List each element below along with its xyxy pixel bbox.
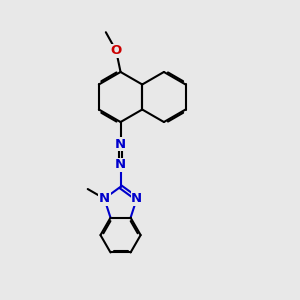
Text: N: N [115,158,126,171]
Text: N: N [115,138,126,151]
Text: O: O [110,44,122,57]
Text: N: N [99,192,110,205]
Text: N: N [131,192,142,205]
